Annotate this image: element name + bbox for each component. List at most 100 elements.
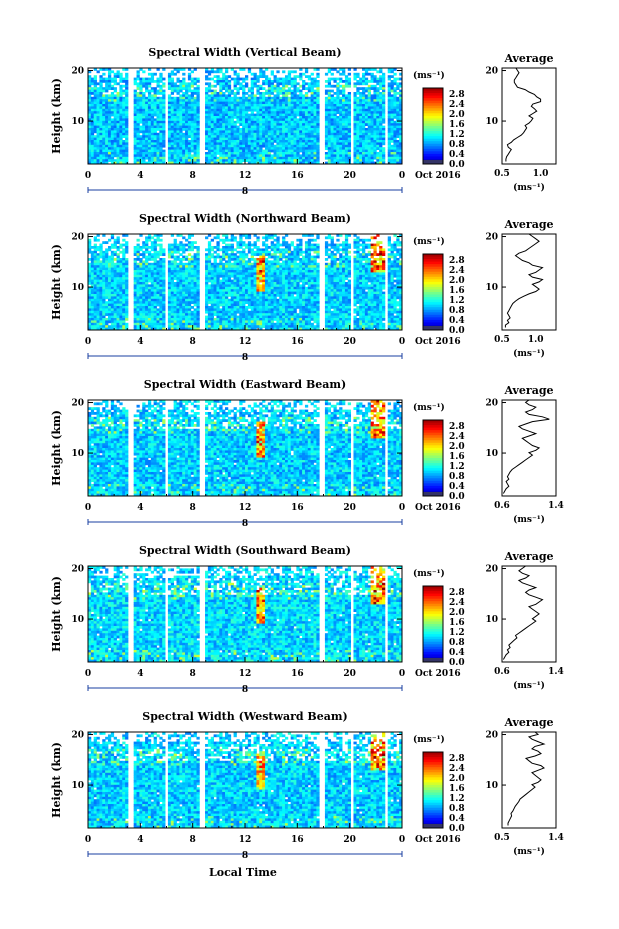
heatmap-cell: [242, 80, 245, 83]
heatmap-cell: [271, 87, 274, 90]
heatmap-cell: [379, 109, 382, 112]
heatmap-cell: [111, 152, 114, 155]
heatmap-cell: [179, 287, 182, 290]
heatmap-cell: [342, 128, 345, 131]
heatmap-cell: [242, 145, 245, 148]
heatmap-cell: [236, 87, 239, 90]
heatmap-cell: [148, 308, 151, 311]
heatmap-cell: [139, 246, 142, 249]
heatmap-cell: [142, 85, 145, 88]
heatmap-cell: [171, 82, 174, 85]
heatmap-cell: [114, 299, 117, 302]
heatmap-cell: [105, 111, 108, 114]
heatmap-cell: [285, 99, 288, 102]
heatmap-cell: [176, 99, 179, 102]
heatmap-cell: [259, 138, 262, 141]
heatmap-cell: [108, 256, 111, 259]
heatmap-cell: [242, 135, 245, 138]
heatmap-cell: [282, 85, 285, 88]
heatmap-cell: [122, 121, 125, 124]
heatmap-cell: [114, 104, 117, 107]
heatmap-cell: [194, 97, 197, 100]
heatmap-cell: [174, 150, 177, 153]
heatmap-cell: [105, 133, 108, 136]
heatmap-cell: [368, 87, 371, 90]
heatmap-cell: [99, 256, 102, 259]
heatmap-cell: [145, 299, 148, 302]
heatmap-cell: [122, 311, 125, 314]
heatmap-cell: [396, 154, 399, 157]
heatmap-cell: [114, 323, 117, 326]
heatmap-cell: [356, 147, 359, 150]
heatmap-cell: [151, 111, 154, 114]
heatmap-cell: [119, 106, 122, 109]
heatmap-cell: [342, 70, 345, 73]
heatmap-cell: [145, 104, 148, 107]
heatmap-cell: [119, 130, 122, 133]
heatmap-cell: [311, 159, 314, 162]
heatmap-cell: [168, 159, 171, 162]
heatmap-cell: [214, 97, 217, 100]
heatmap-cell: [99, 253, 102, 256]
heatmap-cell: [251, 159, 254, 162]
heatmap-cell: [119, 116, 122, 119]
heatmap-cell: [182, 316, 185, 319]
heatmap-cell: [185, 82, 188, 85]
heatmap-cell: [311, 94, 314, 97]
heatmap-cell: [151, 102, 154, 105]
heatmap-cell: [142, 313, 145, 316]
heatmap-cell: [182, 85, 185, 88]
heatmap-cell: [288, 138, 291, 141]
heatmap-cell: [211, 104, 214, 107]
heatmap-cell: [94, 320, 97, 323]
heatmap-cell: [117, 282, 120, 285]
heatmap-cell: [148, 82, 151, 85]
heatmap-cell: [222, 140, 225, 143]
heatmap-cell: [134, 128, 137, 131]
heatmap-cell: [262, 138, 265, 141]
heatmap-cell: [142, 152, 145, 155]
heatmap-cell: [117, 70, 120, 73]
heatmap-cell: [348, 138, 351, 141]
heatmap-cell: [151, 301, 154, 304]
heatmap-cell: [268, 140, 271, 143]
heatmap-cell: [259, 104, 262, 107]
date-label: Oct 2016: [415, 171, 461, 181]
heatmap-cell: [185, 135, 188, 138]
heatmap-cell: [396, 92, 399, 95]
heatmap-cell: [259, 85, 262, 88]
heatmap-cell: [117, 248, 120, 251]
heatmap-cell: [179, 282, 182, 285]
heatmap-cell: [182, 142, 185, 145]
heatmap-cell: [262, 130, 265, 133]
heatmap-cell: [393, 87, 396, 90]
heatmap-cell: [362, 116, 365, 119]
heatmap-cell: [142, 277, 145, 280]
heatmap-cell: [302, 97, 305, 100]
heatmap-cell: [314, 154, 317, 157]
heatmap-cell: [276, 109, 279, 112]
heatmap-cell: [171, 87, 174, 90]
heatmap-cell: [279, 104, 282, 107]
heatmap-cell: [176, 140, 179, 143]
heatmap-cell: [97, 304, 100, 307]
heatmap-cell: [99, 142, 102, 145]
heatmap-cell: [345, 106, 348, 109]
heatmap-cell: [182, 159, 185, 162]
x-tick-label: 0: [85, 171, 91, 181]
heatmap-cell: [231, 142, 234, 145]
heatmap-cell: [308, 114, 311, 117]
heatmap-cell: [208, 272, 211, 275]
heatmap-cell: [137, 263, 140, 266]
heatmap-cell: [196, 126, 199, 129]
heatmap-cell: [99, 157, 102, 160]
heatmap-cell: [348, 135, 351, 138]
heatmap-cell: [168, 299, 171, 302]
heatmap-cell: [102, 99, 105, 102]
heatmap-cell: [314, 104, 317, 107]
heatmap-cell: [331, 102, 334, 105]
heatmap-cell: [251, 104, 254, 107]
heatmap-cell: [228, 130, 231, 133]
heatmap-cell: [316, 145, 319, 148]
colorbar-tick-label: 0.8: [449, 140, 465, 150]
